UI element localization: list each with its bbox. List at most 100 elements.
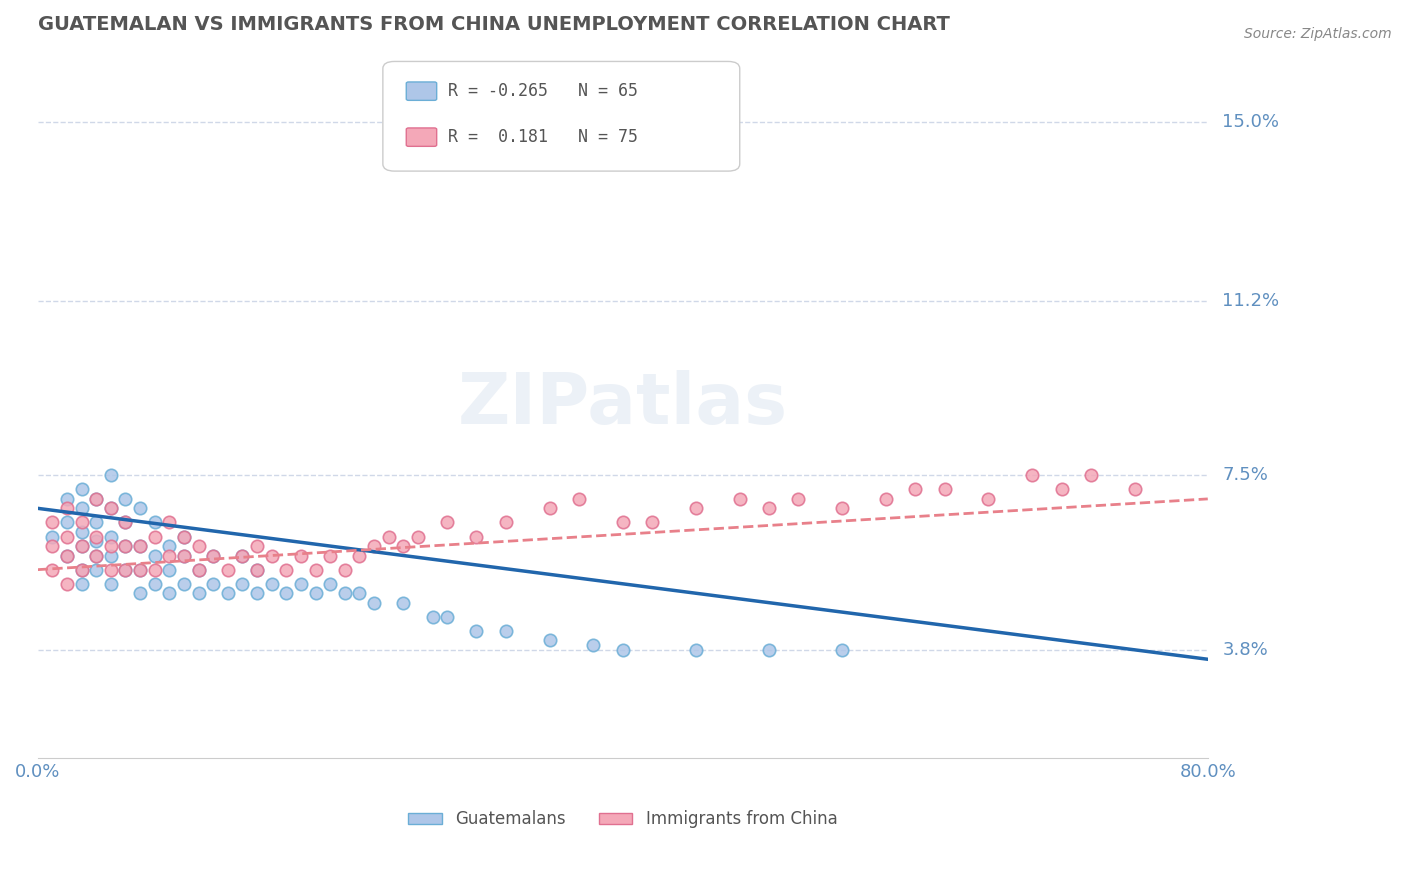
Point [831, 643, 853, 657]
FancyBboxPatch shape [406, 82, 437, 101]
Point [100, 539, 122, 553]
Point [934, 483, 956, 497]
Point [41, 539, 63, 553]
Point [641, 516, 664, 530]
Point [129, 563, 152, 577]
Point [84, 530, 107, 544]
Point [129, 586, 152, 600]
Point [1080, 468, 1102, 483]
Legend: Guatemalans, Immigrants from China: Guatemalans, Immigrants from China [402, 804, 844, 835]
Text: 15.0%: 15.0% [1222, 112, 1279, 130]
Point [173, 530, 195, 544]
Point [436, 609, 458, 624]
Text: 7.5%: 7.5% [1222, 467, 1268, 484]
Point [568, 491, 591, 506]
Point [349, 549, 371, 563]
Point [685, 501, 707, 516]
Point [187, 563, 209, 577]
Point [157, 563, 180, 577]
Point [114, 516, 136, 530]
Point [319, 576, 342, 591]
Point [406, 530, 429, 544]
Point [173, 576, 195, 591]
Point [84, 491, 107, 506]
Point [260, 576, 283, 591]
Point [319, 549, 342, 563]
Point [246, 563, 269, 577]
Point [1123, 483, 1146, 497]
Point [1021, 468, 1043, 483]
Point [84, 491, 107, 506]
Point [217, 563, 239, 577]
Point [143, 516, 166, 530]
Point [84, 534, 107, 549]
Point [904, 483, 927, 497]
Point [157, 516, 180, 530]
Point [202, 576, 225, 591]
Point [173, 549, 195, 563]
Point [100, 501, 122, 516]
Point [56, 501, 79, 516]
Point [363, 539, 385, 553]
Point [260, 549, 283, 563]
Text: R =  0.181   N = 75: R = 0.181 N = 75 [449, 128, 638, 146]
Point [685, 643, 707, 657]
Point [612, 643, 634, 657]
Point [465, 530, 488, 544]
Point [84, 549, 107, 563]
Point [202, 549, 225, 563]
Point [495, 516, 517, 530]
Point [246, 586, 269, 600]
Point [129, 563, 152, 577]
Point [831, 501, 853, 516]
Point [70, 563, 93, 577]
Point [114, 539, 136, 553]
Point [143, 563, 166, 577]
Point [56, 549, 79, 563]
Point [333, 563, 356, 577]
Text: ZIPatlas: ZIPatlas [458, 370, 787, 439]
Point [129, 501, 152, 516]
Point [422, 609, 444, 624]
FancyBboxPatch shape [382, 62, 740, 171]
Point [246, 539, 269, 553]
Point [377, 530, 399, 544]
Point [70, 501, 93, 516]
Point [56, 576, 79, 591]
Point [114, 516, 136, 530]
Point [157, 539, 180, 553]
Point [143, 549, 166, 563]
Point [436, 516, 458, 530]
Point [875, 491, 897, 506]
Point [143, 576, 166, 591]
Point [304, 586, 326, 600]
Point [392, 539, 415, 553]
Point [157, 586, 180, 600]
Point [276, 586, 298, 600]
Point [495, 624, 517, 638]
Point [787, 491, 810, 506]
Point [349, 586, 371, 600]
Point [114, 491, 136, 506]
Point [70, 483, 93, 497]
Point [84, 516, 107, 530]
Point [70, 516, 93, 530]
Point [187, 586, 209, 600]
Point [114, 563, 136, 577]
Point [333, 586, 356, 600]
Point [100, 501, 122, 516]
Point [392, 596, 415, 610]
Point [100, 563, 122, 577]
Point [758, 501, 780, 516]
Point [100, 530, 122, 544]
Point [157, 549, 180, 563]
Point [84, 563, 107, 577]
Point [187, 539, 209, 553]
Point [114, 539, 136, 553]
Point [977, 491, 1000, 506]
Point [173, 549, 195, 563]
Point [538, 501, 561, 516]
Point [246, 563, 269, 577]
FancyBboxPatch shape [406, 128, 437, 146]
Point [582, 638, 605, 652]
